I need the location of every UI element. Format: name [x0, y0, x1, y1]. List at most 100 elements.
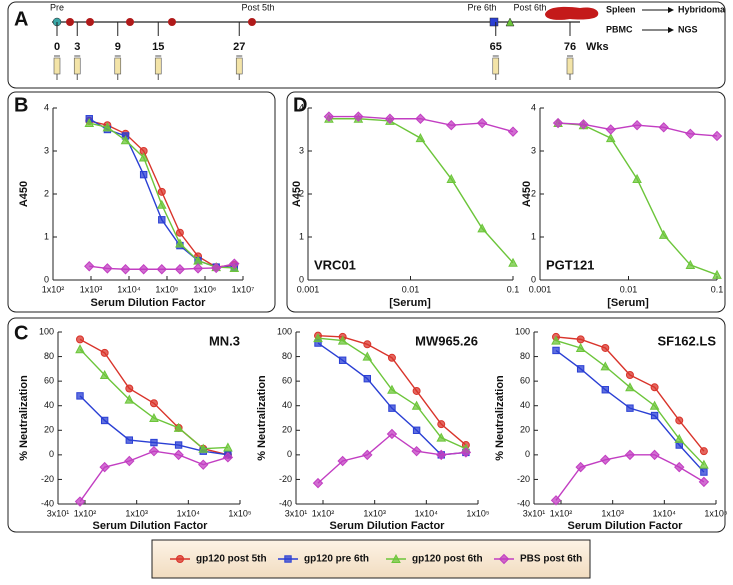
data-point: [460, 447, 472, 458]
syringe: [73, 57, 81, 75]
panel-label: C: [14, 322, 28, 344]
y-axis-label: A450: [291, 181, 303, 207]
data-point: [658, 229, 669, 239]
data-point: [477, 223, 487, 233]
data-point: [222, 452, 234, 463]
y-tick-label: -40: [517, 498, 530, 508]
arrow-head: [668, 27, 674, 33]
x-tick-label: 1x10²: [550, 508, 573, 518]
bleed-triangle: [505, 17, 515, 27]
data-point: [125, 384, 134, 393]
data-point: [437, 420, 446, 429]
event-label: Pre: [50, 2, 64, 12]
data-point: [476, 117, 488, 129]
x-tick-label: 1x10⁵: [228, 508, 252, 518]
data-point: [138, 152, 149, 162]
data-point: [100, 348, 109, 357]
data-point: [362, 351, 373, 361]
y-tick-label: -40: [279, 498, 292, 508]
immunization-dot: [86, 18, 94, 26]
data-point: [102, 122, 113, 132]
y-axis-label: % Neutralization: [18, 375, 30, 461]
data-point: [576, 335, 585, 344]
legend-box: [151, 539, 591, 579]
x-tick-label: 1x10⁵: [704, 508, 728, 518]
data-point: [323, 111, 335, 122]
data-point: [650, 411, 659, 420]
legend-marker: [498, 553, 510, 565]
y-tick-label: 60: [520, 376, 530, 386]
x-tick-label: 1x10³: [80, 284, 103, 294]
y-tick-label: 80: [282, 351, 292, 361]
data-point: [649, 400, 660, 410]
x-tick-label: 1x10⁴: [415, 508, 439, 518]
data-point: [76, 392, 84, 400]
chart-title: VRC01: [314, 257, 356, 272]
x-tick-label: 1x10³: [125, 508, 148, 518]
y-tick-label: 0: [287, 449, 292, 459]
series-line: [555, 336, 705, 452]
x-tick-label: 1x10⁴: [117, 284, 141, 294]
panel-c-box: [7, 317, 726, 533]
data-point: [363, 374, 372, 383]
data-point: [675, 416, 684, 425]
data-point: [175, 238, 185, 248]
y-tick-label: 20: [44, 425, 54, 435]
syringe: [566, 57, 574, 75]
data-point: [120, 264, 131, 275]
data-point: [699, 459, 709, 469]
data-point: [102, 263, 113, 274]
data-point: [173, 449, 184, 461]
panel-label: B: [14, 94, 28, 116]
data-point: [674, 433, 685, 443]
data-point: [76, 335, 85, 344]
y-tick-label: 2: [44, 188, 49, 198]
y-tick-label: -20: [517, 474, 530, 484]
data-point: [149, 399, 158, 408]
data-point: [387, 384, 397, 394]
y-tick-label: 3: [299, 145, 304, 155]
x-axis-label: [Serum]: [389, 297, 431, 309]
week-label: 27: [233, 41, 245, 53]
x-tick-label: 1x10⁷: [232, 284, 255, 294]
x-tick-label: 3x10¹: [523, 508, 546, 518]
y-tick-label: 0: [49, 449, 54, 459]
x-tick-label: 1x10⁵: [466, 508, 490, 518]
x-axis-label: Serum Dilution Factor: [568, 520, 684, 532]
syringe: [154, 57, 162, 75]
data-point: [625, 382, 635, 392]
x-tick-label: 1x10³: [363, 508, 386, 518]
y-tick-label: 40: [44, 400, 54, 410]
y-tick-label: 60: [44, 376, 54, 386]
immunization-dot: [126, 18, 134, 26]
data-point: [388, 404, 396, 412]
data-point: [507, 126, 519, 137]
immunization-dot: [168, 18, 176, 26]
y-tick-label: 0: [44, 274, 49, 284]
data-point: [353, 111, 364, 122]
y-tick-label: 40: [520, 400, 530, 410]
data-point: [576, 365, 585, 373]
data-point: [174, 441, 183, 449]
y-tick-label: 1: [531, 231, 536, 241]
output-label: Hybridoma: [678, 4, 726, 14]
data-point: [411, 445, 422, 457]
week-label: 76: [564, 41, 576, 53]
x-tick-label: 0.01: [402, 284, 420, 294]
data-point: [384, 113, 396, 124]
data-point: [210, 262, 222, 274]
x-tick-label: 1x10²: [74, 508, 97, 518]
data-point: [156, 199, 167, 209]
y-tick-label: 2: [531, 188, 536, 198]
y-tick-label: -20: [41, 474, 54, 484]
x-axis-label: Serum Dilution Factor: [91, 297, 207, 309]
chart-title: MN.3: [209, 333, 240, 348]
data-point: [139, 170, 148, 179]
chart-title: PGT121: [546, 257, 594, 272]
x-tick-label: 3x10¹: [47, 508, 70, 518]
x-tick-label: 1x10⁴: [653, 508, 677, 518]
spleen-icon: [545, 6, 599, 20]
data-point: [551, 335, 561, 345]
y-tick-label: -20: [279, 474, 292, 484]
data-point: [174, 264, 186, 275]
